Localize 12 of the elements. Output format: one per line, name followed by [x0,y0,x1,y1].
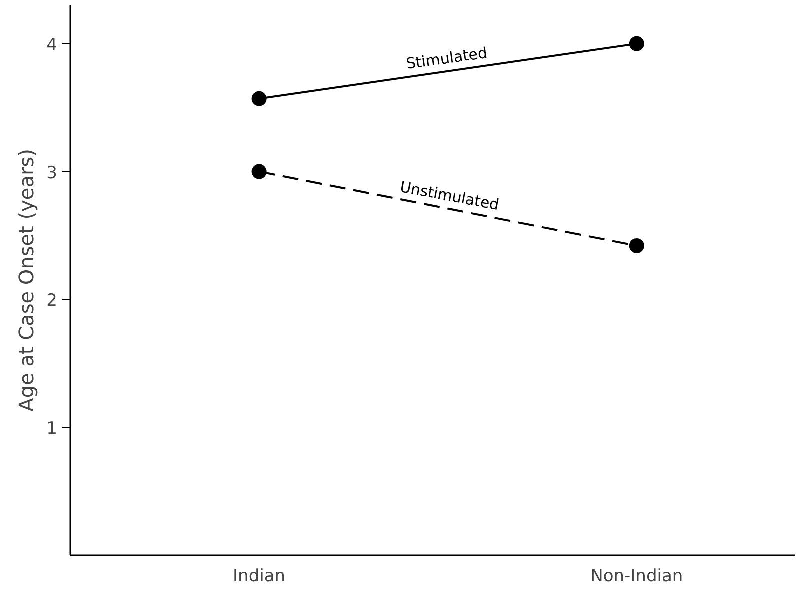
y-tick-label: 3 [46,163,58,184]
x-tick-label: Non-Indian [590,566,684,586]
y-tick-label: 4 [46,35,58,56]
point [629,36,644,52]
point [252,164,267,180]
x-tick-label: Indian [233,566,286,586]
point [252,91,267,106]
y-axis-title: Age at Case Onset (years) [14,149,39,412]
y-tick-label: 1 [46,419,58,440]
y-tick-label: 2 [46,291,58,312]
point [629,238,644,254]
text: Stimulated [405,44,489,73]
